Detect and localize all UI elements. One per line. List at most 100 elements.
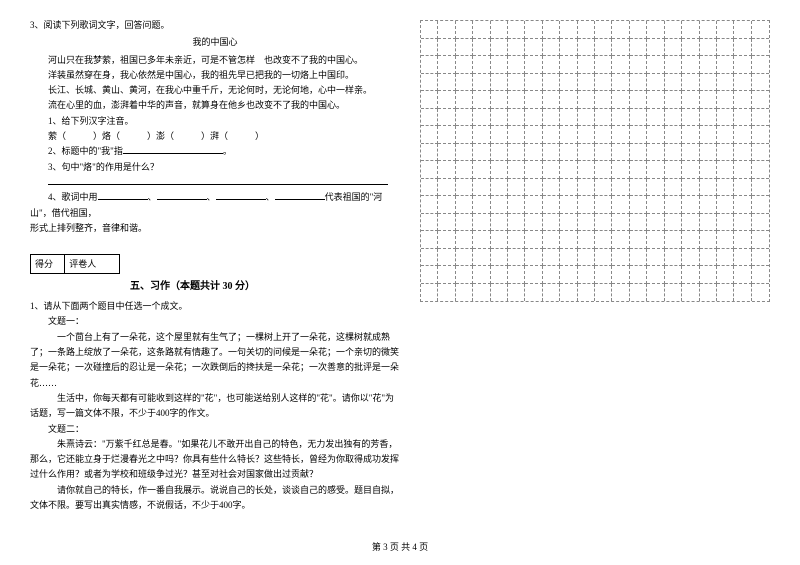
grid-cell bbox=[682, 39, 699, 57]
grid-cell bbox=[543, 56, 560, 74]
grid-row bbox=[421, 284, 769, 302]
grid-cell bbox=[508, 266, 525, 284]
grid-cell bbox=[456, 56, 473, 74]
grid-cell bbox=[595, 39, 612, 57]
grid-cell bbox=[612, 161, 629, 179]
grid-cell bbox=[578, 249, 595, 267]
grid-cell bbox=[491, 214, 508, 232]
grid-cell bbox=[682, 126, 699, 144]
grid-cell bbox=[473, 74, 490, 92]
grid-cell bbox=[525, 91, 542, 109]
grid-cell bbox=[525, 214, 542, 232]
grid-cell bbox=[560, 161, 577, 179]
grid-cell bbox=[682, 91, 699, 109]
grid-cell bbox=[647, 91, 664, 109]
grid-cell bbox=[578, 144, 595, 162]
grid-cell bbox=[717, 74, 734, 92]
grid-cell bbox=[473, 39, 490, 57]
grid-cell bbox=[612, 109, 629, 127]
grid-cell bbox=[752, 144, 769, 162]
grid-cell bbox=[595, 56, 612, 74]
grid-cell bbox=[665, 109, 682, 127]
grid-cell bbox=[438, 126, 455, 144]
grid-row bbox=[421, 126, 769, 144]
grid-cell bbox=[438, 214, 455, 232]
grid-cell bbox=[525, 161, 542, 179]
grid-cell bbox=[595, 249, 612, 267]
grid-cell bbox=[612, 56, 629, 74]
grid-cell bbox=[752, 74, 769, 92]
grid-cell bbox=[421, 56, 438, 74]
grid-cell bbox=[700, 39, 717, 57]
grid-cell bbox=[734, 266, 751, 284]
grid-cell bbox=[682, 161, 699, 179]
grid-cell bbox=[491, 109, 508, 127]
grid-cell bbox=[438, 249, 455, 267]
grid-cell bbox=[682, 56, 699, 74]
grid-cell bbox=[543, 91, 560, 109]
grid-cell bbox=[612, 196, 629, 214]
grid-cell bbox=[717, 109, 734, 127]
grid-cell bbox=[682, 74, 699, 92]
q1-stem: 请从下面两个题目中任选一个成文。 bbox=[44, 301, 188, 311]
grid-cell bbox=[647, 126, 664, 144]
grid-cell bbox=[456, 179, 473, 197]
grid-cell bbox=[525, 284, 542, 302]
grid-cell bbox=[682, 21, 699, 39]
grid-cell bbox=[543, 109, 560, 127]
grid-cell bbox=[578, 39, 595, 57]
grid-cell bbox=[456, 39, 473, 57]
grid-cell bbox=[560, 284, 577, 302]
grid-cell bbox=[456, 284, 473, 302]
grid-cell bbox=[543, 126, 560, 144]
grid-cell bbox=[665, 214, 682, 232]
grid-cell bbox=[612, 214, 629, 232]
grid-cell bbox=[682, 266, 699, 284]
score-label: 得分 bbox=[31, 255, 65, 273]
grid-cell bbox=[752, 179, 769, 197]
grid-cell bbox=[560, 266, 577, 284]
grid-cell bbox=[595, 91, 612, 109]
grid-cell bbox=[595, 214, 612, 232]
grid-cell bbox=[578, 284, 595, 302]
grid-cell bbox=[734, 21, 751, 39]
topic1-label: 文题一： bbox=[30, 314, 400, 329]
grid-cell bbox=[438, 179, 455, 197]
grid-cell bbox=[525, 21, 542, 39]
grid-cell bbox=[700, 144, 717, 162]
blank-field bbox=[98, 190, 148, 200]
grid-cell bbox=[525, 144, 542, 162]
grid-cell bbox=[491, 179, 508, 197]
grid-row bbox=[421, 74, 769, 92]
grid-cell bbox=[491, 56, 508, 74]
question-1: 1、请从下面两个题目中任选一个成文。 文题一： 一个茴台上有了一朵花，这个屋里就… bbox=[30, 299, 400, 513]
grid-cell bbox=[717, 179, 734, 197]
grid-cell bbox=[438, 231, 455, 249]
grid-cell bbox=[456, 144, 473, 162]
grid-cell bbox=[421, 126, 438, 144]
topic1-p2: 生活中，你每天都有可能收到这样的"花"，也可能送给别人这样的"花"。请你以"花"… bbox=[30, 391, 400, 422]
grid-cell bbox=[630, 179, 647, 197]
grid-cell bbox=[595, 231, 612, 249]
grid-cell bbox=[578, 109, 595, 127]
grid-cell bbox=[560, 56, 577, 74]
grid-cell bbox=[421, 214, 438, 232]
writing-grid bbox=[420, 20, 770, 302]
grid-cell bbox=[612, 249, 629, 267]
grid-cell bbox=[543, 21, 560, 39]
grid-cell bbox=[578, 56, 595, 74]
grid-cell bbox=[647, 144, 664, 162]
q3-sub2: 2、标题中的"我"指。 bbox=[30, 144, 400, 159]
grid-row bbox=[421, 91, 769, 109]
grid-cell bbox=[612, 266, 629, 284]
grid-row bbox=[421, 109, 769, 127]
grid-cell bbox=[525, 126, 542, 144]
q1-number: 1、 bbox=[30, 301, 44, 311]
grid-cell bbox=[543, 74, 560, 92]
grid-row bbox=[421, 249, 769, 267]
grid-cell bbox=[525, 196, 542, 214]
grid-cell bbox=[456, 214, 473, 232]
q3-line4: 流在心里的血，澎湃着中华的声音，就算身在他乡也改变不了我的中国心。 bbox=[30, 98, 400, 113]
grid-cell bbox=[543, 196, 560, 214]
grid-cell bbox=[473, 231, 490, 249]
